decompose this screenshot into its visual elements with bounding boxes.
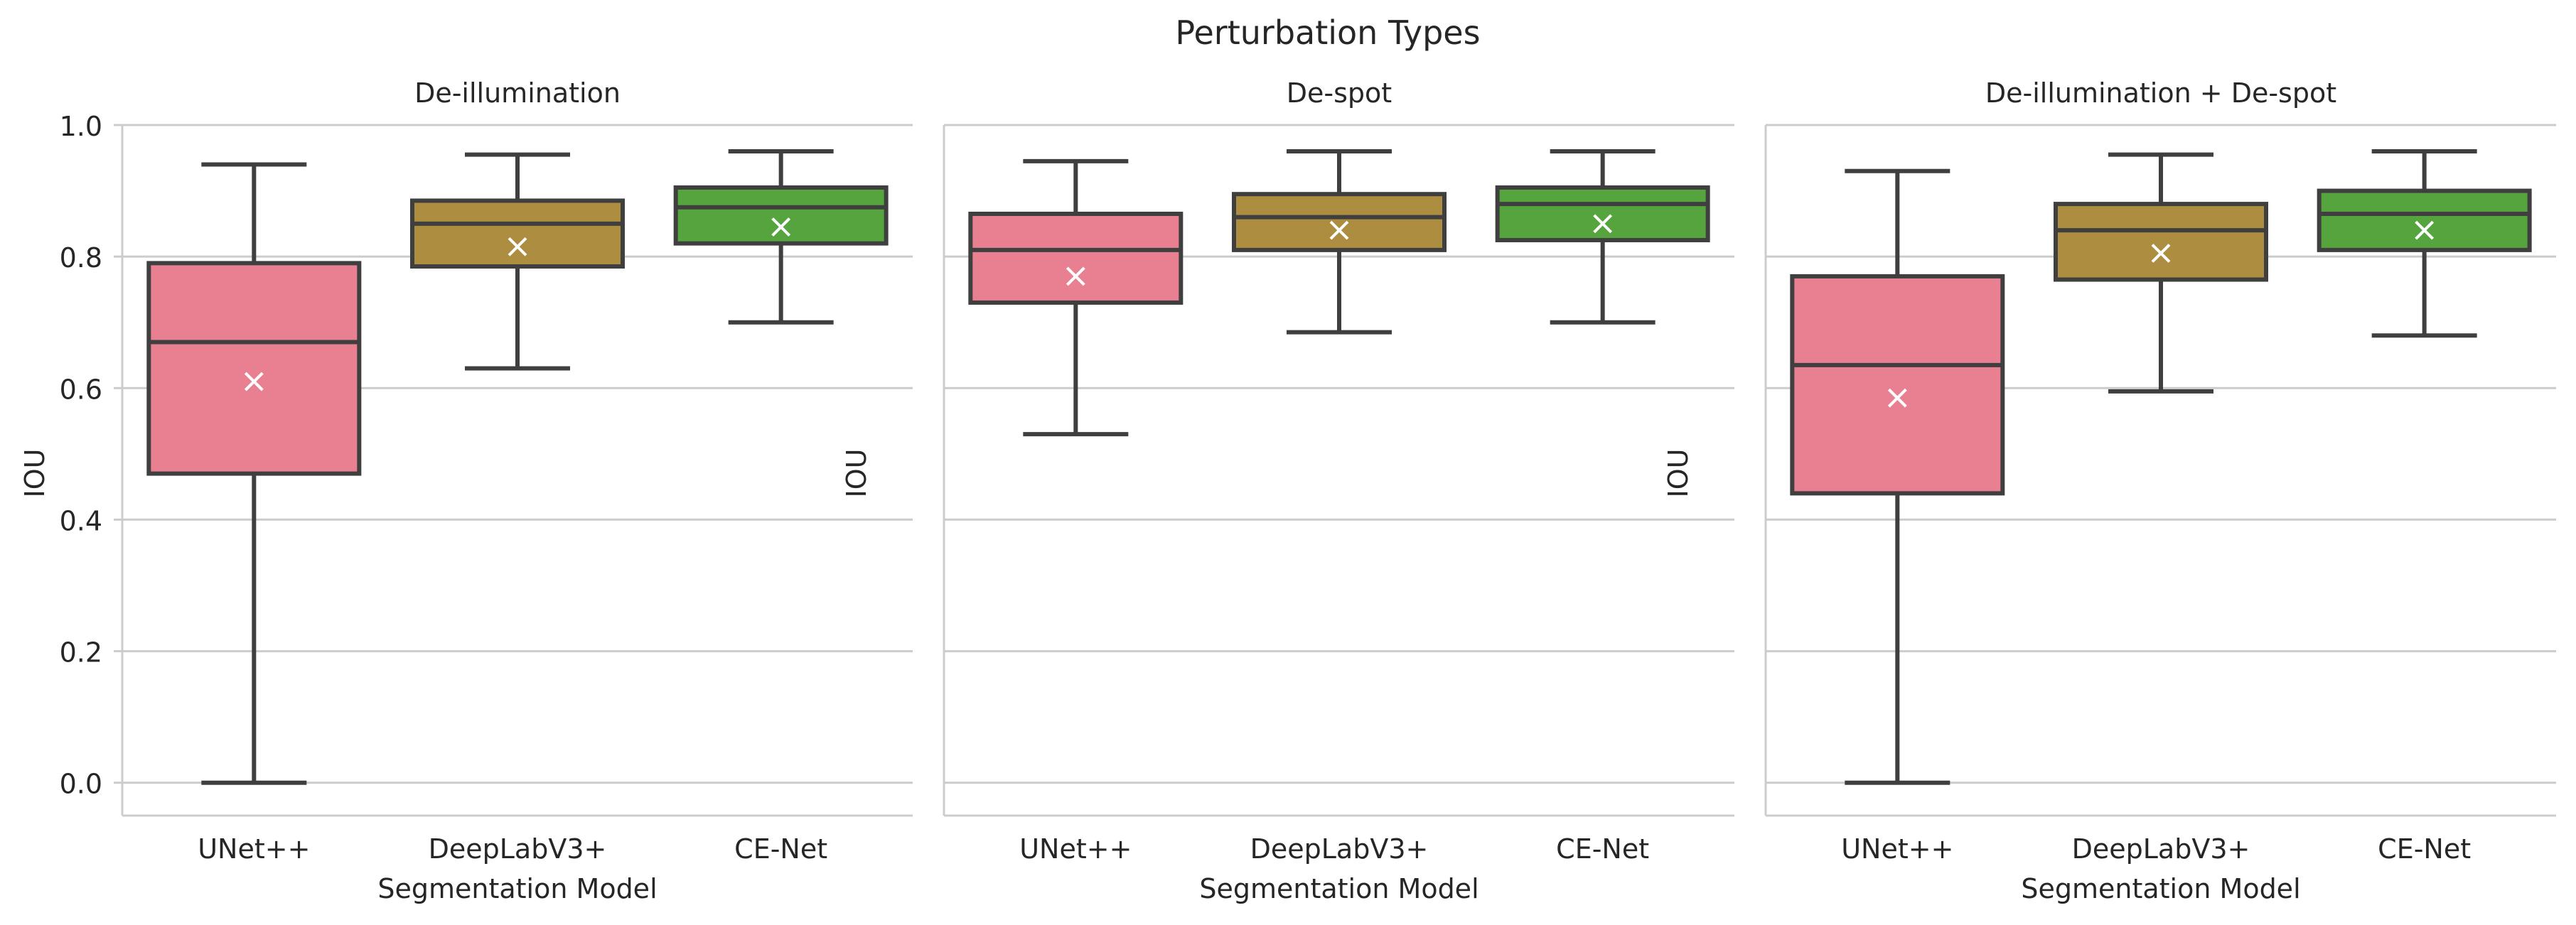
panel-3-box-unet: UNet++ — [1790, 168, 2005, 865]
mean-marker — [1066, 266, 1085, 286]
panel-2-x-axis-label: Segmentation Model — [1199, 873, 1478, 904]
y-tick-label: 1.0 — [60, 111, 102, 142]
x-tick-label: DeepLabV3+ — [2072, 833, 2250, 865]
panel-1: 0.0 0.2 0.4 0.6 0.8 1.0 De-illumination IOU Segm… — [19, 77, 913, 904]
iqr-box — [673, 185, 889, 246]
iqr-box — [410, 198, 625, 269]
mean-marker — [2415, 220, 2435, 240]
mean-marker — [1329, 220, 1349, 240]
panel-2: De-spot IOU Segmentation Model UNet++ DeepLa… — [841, 77, 1734, 904]
y-tick-label: 0.2 — [60, 637, 102, 669]
x-tick-label: CE-Net — [2378, 833, 2471, 865]
x-tick-label: UNet++ — [1841, 833, 1953, 865]
iqr-box — [2054, 202, 2268, 282]
panel-3: De-illumination + De-spot IOU Segmentation… — [1663, 77, 2556, 904]
mean-marker — [1887, 388, 1907, 408]
y-tick-label: 0.8 — [60, 242, 102, 274]
panel-3-y-axis-label: IOU — [1663, 449, 1694, 498]
iqr-box — [1232, 192, 1447, 252]
mean-marker — [244, 372, 264, 391]
mean-marker-stroke — [1887, 388, 1907, 408]
mean-marker-stroke — [1593, 214, 1613, 234]
panel-2-box-deeplabv3: DeepLabV3+ — [1232, 149, 1447, 865]
panel-1-x-axis-label: Segmentation Model — [377, 873, 657, 904]
iqr-box — [2317, 188, 2532, 252]
iqr-box — [146, 261, 362, 476]
panel-1-y-axis-label: IOU — [19, 449, 50, 498]
iqr-box — [1790, 274, 2005, 496]
panel-1-box-ce-net: CE-Net — [673, 149, 889, 865]
mean-marker-stroke — [771, 217, 791, 237]
x-tick-label: CE-Net — [734, 833, 827, 865]
x-tick-label: UNet++ — [1019, 833, 1132, 865]
y-tick-label: 0.4 — [60, 505, 102, 536]
y-tick-label: 0.6 — [60, 374, 102, 405]
x-tick-label: CE-Net — [1556, 833, 1649, 865]
mean-marker — [771, 217, 791, 237]
mean-marker-stroke — [1066, 266, 1085, 286]
y-tick-label: 0.0 — [60, 769, 102, 800]
panel-3-x-axis-label: Segmentation Model — [2021, 873, 2300, 904]
panel-3-box-deeplabv3: DeepLabV3+ — [2054, 152, 2268, 865]
panel-1-box-deeplabv3: DeepLabV3+ — [410, 152, 625, 865]
mean-marker-stroke — [1329, 220, 1349, 240]
panel-2-y-axis-label: IOU — [841, 449, 872, 498]
panel-3-box-ce-net: CE-Net — [2317, 149, 2532, 865]
x-tick-label: DeepLabV3+ — [1250, 833, 1429, 865]
mean-marker-stroke — [244, 372, 264, 391]
mean-marker-stroke — [2415, 220, 2435, 240]
figure-title: Perturbation Types — [1175, 13, 1480, 52]
mean-marker — [1593, 214, 1613, 234]
mean-marker — [2151, 244, 2171, 263]
panel-2-title: De-spot — [1287, 77, 1392, 109]
mean-marker — [508, 237, 527, 256]
mean-marker-stroke — [508, 237, 527, 256]
panel-1-box-unet: UNet++ — [146, 162, 362, 865]
iqr-box — [968, 211, 1184, 305]
panel-2-box-unet: UNet++ — [968, 158, 1184, 865]
panel-3-title: De-illumination + De-spot — [1985, 77, 2336, 109]
x-tick-label: DeepLabV3+ — [429, 833, 607, 865]
panels-group: 0.0 0.2 0.4 0.6 0.8 1.0 De-illumination IOU Segm… — [19, 77, 2556, 904]
panel-1-title: De-illumination — [414, 77, 621, 109]
panel-2-box-ce-net: CE-Net — [1495, 149, 1710, 865]
x-tick-label: UNet++ — [198, 833, 310, 865]
iqr-box — [1495, 185, 1710, 243]
mean-marker-stroke — [2151, 244, 2171, 263]
